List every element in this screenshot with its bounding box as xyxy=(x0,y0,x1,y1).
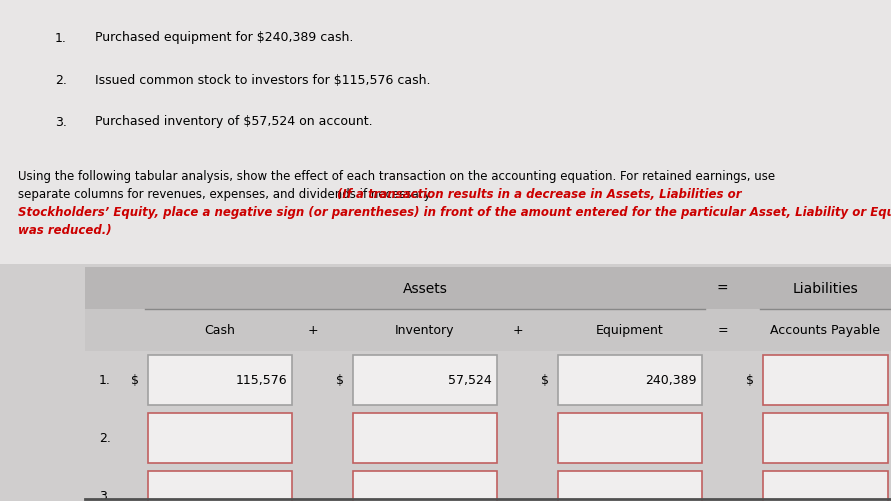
Text: 57,524: 57,524 xyxy=(448,374,492,387)
Text: Equipment: Equipment xyxy=(596,324,664,337)
Text: Liabilities: Liabilities xyxy=(793,282,858,296)
Text: Accounts Payable: Accounts Payable xyxy=(771,324,880,337)
Text: $: $ xyxy=(746,374,754,387)
Text: Issued common stock to investors for $115,576 cash.: Issued common stock to investors for $11… xyxy=(95,73,430,86)
Bar xyxy=(148,355,292,405)
Bar xyxy=(763,413,888,463)
Text: 115,576: 115,576 xyxy=(235,374,287,387)
Text: separate columns for revenues, expenses, and dividends if necessary.: separate columns for revenues, expenses,… xyxy=(18,188,437,200)
Text: Purchased inventory of $57,524 on account.: Purchased inventory of $57,524 on accoun… xyxy=(95,115,372,128)
Text: Purchased equipment for $240,389 cash.: Purchased equipment for $240,389 cash. xyxy=(95,32,354,45)
Bar xyxy=(558,355,702,405)
Bar xyxy=(763,355,888,405)
Text: $: $ xyxy=(336,374,344,387)
Bar xyxy=(0,0,891,265)
Text: 1.: 1. xyxy=(99,374,111,387)
Bar xyxy=(85,310,891,351)
Text: Inventory: Inventory xyxy=(396,324,454,337)
Bar xyxy=(353,471,497,501)
Bar xyxy=(558,413,702,463)
Text: +: + xyxy=(307,324,318,337)
Text: 3.: 3. xyxy=(55,115,67,128)
Text: 3.: 3. xyxy=(99,489,111,501)
Text: 2.: 2. xyxy=(55,73,67,86)
Text: was reduced.): was reduced.) xyxy=(18,223,111,236)
Bar xyxy=(85,268,891,499)
Text: +: + xyxy=(512,324,523,337)
Bar xyxy=(353,413,497,463)
Bar xyxy=(85,268,891,310)
Text: $: $ xyxy=(541,374,549,387)
Bar xyxy=(763,471,888,501)
Bar xyxy=(558,471,702,501)
Bar xyxy=(148,413,292,463)
Bar xyxy=(148,471,292,501)
Text: Assets: Assets xyxy=(403,282,447,296)
Text: =: = xyxy=(716,282,728,296)
Text: (If a transaction results in a decrease in Assets, Liabilities or: (If a transaction results in a decrease … xyxy=(337,188,741,200)
Text: Cash: Cash xyxy=(205,324,235,337)
Text: 240,389: 240,389 xyxy=(645,374,697,387)
Text: =: = xyxy=(717,324,728,337)
Text: $: $ xyxy=(131,374,139,387)
Text: 2.: 2. xyxy=(99,432,111,444)
Text: Using the following tabular analysis, show the effect of each transaction on the: Using the following tabular analysis, sh… xyxy=(18,170,775,183)
Bar xyxy=(353,355,497,405)
Text: Stockholders’ Equity, place a negative sign (or parentheses) in front of the amo: Stockholders’ Equity, place a negative s… xyxy=(18,205,891,218)
Text: 1.: 1. xyxy=(55,32,67,45)
